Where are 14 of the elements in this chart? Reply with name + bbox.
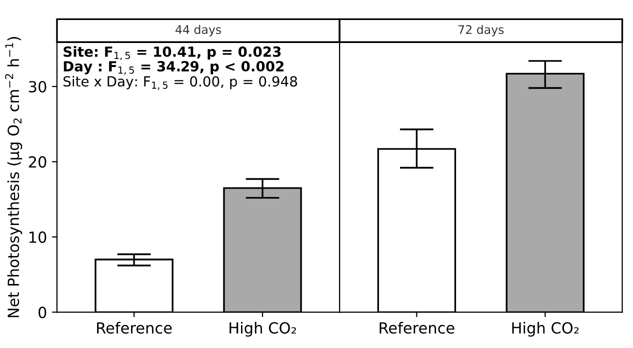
y-tick-label: 0 bbox=[38, 306, 46, 318]
x-tick-label: Reference bbox=[380, 322, 454, 334]
annotation: Site: F$_{1,5}$ = 10.41, p = 0.023 bbox=[64, 46, 281, 60]
x-tick-label: High CO₂ bbox=[230, 322, 296, 337]
x-tick-label: Reference bbox=[97, 322, 172, 334]
y-tick-label: 20 bbox=[28, 156, 46, 168]
chart-title: 72 days bbox=[458, 24, 504, 36]
annotation: Site x Day: F$_{1,5}$ = 0.00, p = 0.948 bbox=[64, 76, 298, 90]
y-axis-title: Net Photosynthesis (µg O$_{2}$ cm$^{−2}$ h$^{−1}$) bbox=[5, 37, 22, 318]
annotation: Day : F$_{1,5}$ = 34.29, p < 0.002 bbox=[64, 61, 284, 75]
chart-title: 44 days bbox=[176, 24, 222, 36]
y-tick-label: 30 bbox=[28, 80, 46, 93]
x-tick-label: High CO₂ bbox=[512, 322, 579, 337]
y-tick-label: 10 bbox=[29, 231, 46, 243]
